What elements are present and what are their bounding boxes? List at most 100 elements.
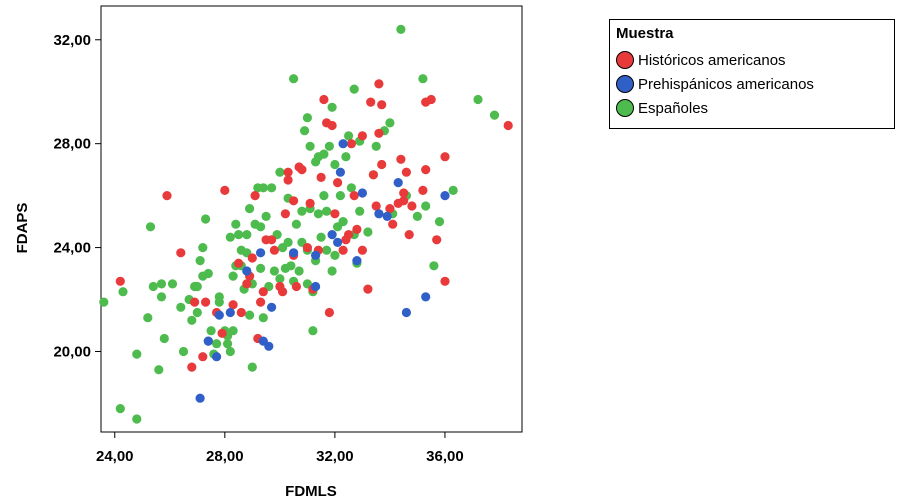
data-point [289, 74, 299, 84]
y-tick-label: 32,00 [53, 32, 91, 49]
legend-item-espanoles: Españoles [616, 97, 708, 119]
data-point [283, 175, 293, 185]
legend-swatch-espanoles [616, 99, 634, 117]
data-point [371, 141, 381, 151]
data-point [319, 94, 329, 105]
data-point [396, 24, 406, 34]
data-point [341, 152, 351, 162]
data-point [305, 198, 315, 208]
data-point [421, 292, 431, 302]
data-point [242, 266, 252, 276]
data-point [145, 222, 156, 232]
data-point [313, 209, 323, 219]
data-point [156, 279, 167, 289]
data-point [366, 97, 376, 107]
data-point [349, 84, 359, 94]
y-axis-title: FDAPS [14, 203, 31, 254]
data-point [256, 263, 266, 273]
data-point [236, 307, 246, 318]
data-point [195, 256, 205, 266]
data-point [338, 139, 348, 149]
data-point [250, 191, 260, 201]
y-tick-label: 28,00 [53, 136, 91, 153]
data-point [195, 393, 205, 403]
data-point [201, 214, 211, 224]
data-point [159, 333, 169, 344]
data-point [333, 237, 343, 247]
data-point [418, 74, 428, 84]
data-point [440, 191, 450, 201]
data-point [217, 328, 227, 338]
data-point [330, 159, 340, 170]
data-point [148, 281, 158, 292]
data-point [154, 365, 164, 375]
data-point [355, 206, 365, 216]
data-point [324, 141, 334, 151]
data-point [203, 336, 213, 346]
data-point [327, 120, 337, 131]
data-point [346, 139, 356, 149]
data-point [118, 287, 128, 297]
data-point [269, 266, 279, 276]
x-axis-title: FDMLS [285, 483, 337, 500]
legend-item-historicos: Históricos americanos [616, 49, 786, 71]
data-point [167, 279, 178, 289]
data-point [393, 178, 403, 188]
data-point [267, 302, 277, 312]
x-tick-label: 36,00 [426, 448, 464, 465]
data-point [346, 183, 356, 193]
data-point [322, 206, 332, 216]
data-point [426, 94, 436, 105]
data-point [324, 307, 334, 318]
data-point [214, 297, 224, 307]
data-point [382, 211, 392, 221]
data-point [333, 178, 343, 188]
x-tick-label: 28,00 [206, 448, 244, 465]
data-point [192, 307, 202, 318]
data-point [352, 256, 362, 266]
data-point [242, 279, 252, 289]
data-point [344, 230, 354, 240]
data-point [338, 245, 348, 255]
data-point [327, 230, 337, 240]
data-point [385, 204, 395, 214]
data-point [214, 310, 224, 320]
data-point [264, 341, 274, 351]
data-point [311, 281, 321, 292]
data-point [363, 227, 373, 237]
data-point [377, 159, 387, 170]
data-point [374, 209, 384, 219]
data-point [228, 326, 238, 336]
data-point [143, 313, 153, 323]
data-point [258, 313, 268, 323]
data-point [267, 183, 277, 193]
data-point [187, 315, 197, 325]
data-point [242, 230, 252, 240]
legend-label-espanoles: Españoles [638, 99, 709, 117]
data-point [234, 258, 244, 268]
data-point [421, 201, 431, 211]
data-point [399, 188, 409, 198]
data-point [311, 250, 321, 260]
data-point [192, 281, 202, 292]
data-point [302, 243, 312, 253]
data-point [503, 120, 513, 131]
data-point [418, 185, 428, 195]
data-point [357, 245, 367, 255]
data-point [289, 196, 299, 206]
data-point [412, 211, 422, 221]
data-point [256, 222, 266, 232]
data-point [368, 170, 378, 180]
legend: Muestra Históricos americanos Prehispáni… [609, 19, 895, 129]
data-point [269, 245, 279, 255]
data-point [132, 414, 142, 424]
data-point [115, 276, 125, 286]
data-point [421, 165, 431, 175]
data-point [261, 211, 271, 221]
data-point [327, 266, 337, 276]
data-point [330, 209, 340, 219]
data-point [198, 352, 208, 362]
legend-label-prehispanicos: Prehispánicos americanos [638, 75, 814, 93]
data-point [349, 191, 359, 201]
data-point [385, 118, 395, 128]
